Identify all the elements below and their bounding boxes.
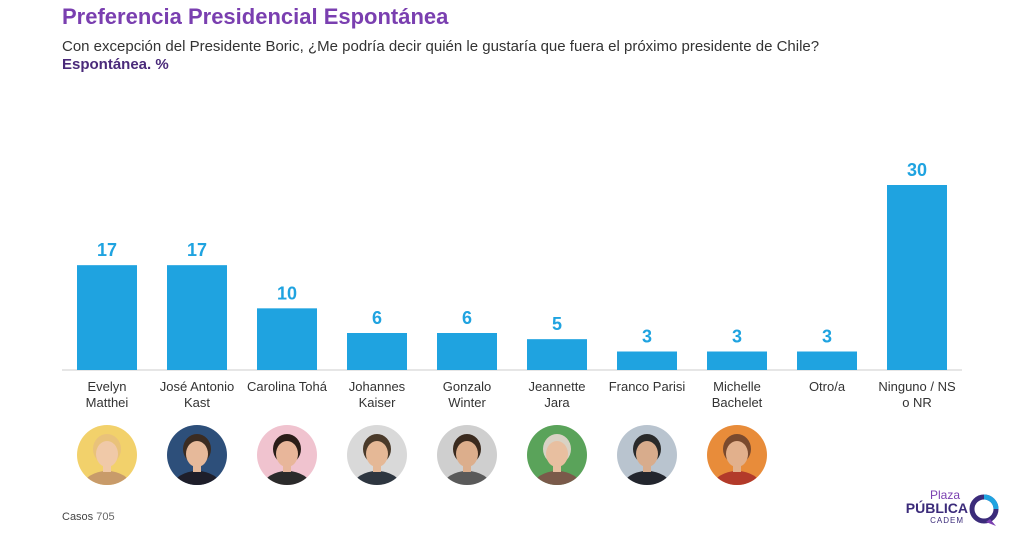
- bar-value-label: 5: [552, 314, 562, 334]
- plaza-publica-cadem-logo: Plaza PÚBLICA CADEM: [900, 488, 1004, 532]
- bar-value-label: 6: [372, 308, 382, 328]
- category-label: Ninguno / NS: [878, 379, 956, 394]
- category-label: Michelle: [713, 379, 761, 394]
- logo-tail-shape: [986, 519, 996, 526]
- bar: [617, 351, 677, 370]
- portrait-icon: [437, 425, 497, 485]
- evelyn-matthei-photo: [77, 425, 137, 485]
- category-label: Winter: [448, 395, 486, 410]
- unit-label: Espontánea. %: [62, 56, 169, 73]
- category-label: Jeannette: [528, 379, 585, 394]
- bar: [437, 333, 497, 370]
- category-label: Gonzalo: [443, 379, 491, 394]
- bar-value-label: 10: [277, 283, 297, 303]
- bar: [347, 333, 407, 370]
- logo-mark-icon: [969, 494, 999, 526]
- cases-value: 705: [96, 511, 115, 523]
- bar-value-label: 6: [462, 308, 472, 328]
- chart-subtitle: Con excepción del Presidente Boric, ¿Me …: [62, 38, 820, 55]
- jeannette-jara-photo: [527, 425, 587, 485]
- chart-title: Preferencia Presidencial Espontánea: [62, 4, 449, 29]
- category-label: Carolina Tohá: [247, 379, 328, 394]
- portrait-icon: [77, 425, 137, 485]
- portrait-icon: [347, 425, 407, 485]
- category-label: Kaiser: [359, 395, 397, 410]
- portrait-icon: [527, 425, 587, 485]
- jose-antonio-kast-photo: [167, 425, 227, 485]
- logo-publica-text: PÚBLICA: [905, 500, 968, 516]
- category-label: José Antonio: [160, 379, 234, 394]
- carolina-toha-photo: [257, 425, 317, 485]
- cases-label: Casos: [62, 511, 94, 523]
- logo-arc-shape: [983, 494, 999, 510]
- portrait-icon: [617, 425, 677, 485]
- bar-value-label: 3: [642, 327, 652, 347]
- logo-cadem-text: CADEM: [930, 516, 964, 525]
- michelle-bachelet-photo: [707, 425, 767, 485]
- bar: [707, 351, 767, 370]
- category-label: Otro/a: [809, 379, 846, 394]
- logo-plaza-text: Plaza: [929, 488, 960, 502]
- bar: [797, 351, 857, 370]
- category-label: Evelyn: [87, 379, 126, 394]
- category-label: Johannes: [349, 379, 406, 394]
- bar-value-label: 17: [187, 240, 207, 260]
- portrait-icon: [707, 425, 767, 485]
- category-label: Franco Parisi: [609, 379, 686, 394]
- bar: [257, 308, 317, 370]
- bar: [77, 265, 137, 370]
- category-label: Jara: [544, 395, 570, 410]
- gonzalo-winter-photo: [437, 425, 497, 485]
- category-label: Bachelet: [712, 395, 763, 410]
- category-label: Matthei: [86, 395, 129, 410]
- bar-value-label: 17: [97, 240, 117, 260]
- portrait-icon: [167, 425, 227, 485]
- category-label: o NR: [902, 395, 932, 410]
- bar: [887, 185, 947, 370]
- franco-parisi-photo: [617, 425, 677, 485]
- johannes-kaiser-photo: [347, 425, 407, 485]
- bar-value-label: 30: [907, 160, 927, 180]
- bar-value-label: 3: [822, 327, 832, 347]
- bar: [527, 339, 587, 370]
- cases-footnote: Casos 705: [62, 511, 115, 523]
- portrait-icon: [257, 425, 317, 485]
- bar: [167, 265, 227, 370]
- bar-value-label: 3: [732, 327, 742, 347]
- category-label: Kast: [184, 395, 210, 410]
